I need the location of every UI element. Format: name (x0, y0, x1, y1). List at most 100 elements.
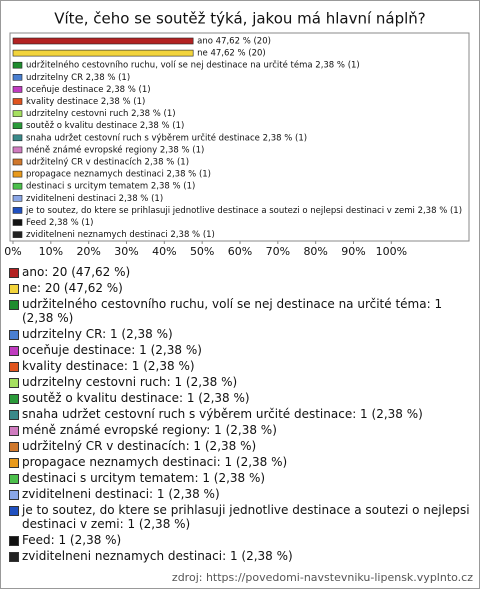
x-tick-label: 90% (341, 245, 365, 258)
value-label: destinaci s urcitym tematem 2,38 % (1) (26, 182, 195, 192)
legend-item: propagace neznamych destinaci: 1 (2,38 %… (9, 455, 471, 469)
legend-swatch (9, 394, 19, 404)
bar (12, 182, 23, 190)
legend-item: udržitelného cestovního ruchu, volí se n… (9, 297, 471, 325)
value-label: ano 47,62 % (20) (197, 37, 271, 47)
legend-item: oceňuje destinace: 1 (2,38 %) (9, 343, 471, 357)
value-label: udržitelného cestovního ruchu, volí se n… (26, 60, 360, 71)
plot-frame (9, 32, 470, 242)
bar (12, 37, 194, 45)
legend-label: Feed: 1 (2,38 %) (22, 533, 122, 547)
legend-swatch (9, 458, 19, 468)
bar (12, 195, 23, 202)
legend-item: ne: 20 (47,62 %) (9, 281, 471, 295)
x-tick-label: 80% (303, 245, 327, 258)
legend-swatch (9, 410, 19, 420)
legend-label: destinaci s urcitym tematem: 1 (2,38 %) (22, 471, 266, 485)
value-label: zviditelneni destinaci 2,38 % (1) (26, 194, 163, 204)
legend-label: udržitelný CR v destinacích: 1 (2,38 %) (22, 439, 257, 453)
source: zdroj: https://povedomi-navstevniku-lipe… (171, 571, 473, 584)
legend-item: zviditelneni destinaci: 1 (2,38 %) (9, 487, 471, 501)
legend-swatch (9, 300, 19, 310)
legend-item: udrzitelny CR: 1 (2,38 %) (9, 327, 471, 341)
bar (12, 219, 23, 226)
chart: Víte, čeho se soutěž týká, jakou má hlav… (4, 10, 470, 258)
legend-label: méně známé evropské regiony: 1 (2,38 %) (22, 423, 277, 437)
x-tick-label: 10% (39, 245, 63, 258)
bar (12, 170, 23, 178)
value-label: méně známé evropské regiony 2,38 % (1) (26, 144, 204, 155)
legend-label: snaha udržet cestovní ruch s výběrem urč… (22, 407, 423, 421)
value-label: udrzitelny cestovni ruch 2,38 % (1) (26, 109, 176, 119)
bar (12, 110, 23, 117)
legend-label: ano: 20 (47,62 %) (22, 265, 131, 279)
legend-label: oceňuje destinace: 1 (2,38 %) (22, 343, 202, 357)
legend-item: méně známé evropské regiony: 1 (2,38 %) (9, 423, 471, 437)
x-tick-label: 40% (152, 245, 176, 258)
value-label: je to soutez, do ktere se prihlasuji jed… (25, 206, 462, 216)
bar (12, 74, 23, 81)
legend-swatch (9, 284, 19, 294)
value-label: udrzitelny CR 2,38 % (1) (26, 73, 130, 83)
legend-swatch (9, 506, 19, 516)
bar (12, 98, 23, 105)
legend-item: soutěž o kvalitu destinace: 1 (2,38 %) (9, 391, 471, 405)
chart-title: Víte, čeho se soutěž týká, jakou má hlav… (54, 10, 426, 28)
value-label: propagace neznamych destinaci 2,38 % (1) (26, 170, 211, 180)
legend-label: zviditelneni destinaci: 1 (2,38 %) (22, 487, 220, 501)
value-label: zviditelneni neznamych destinaci 2,38 % … (26, 230, 215, 240)
legend-swatch (9, 442, 19, 452)
legend-item: je to soutez, do ktere se prihlasuji jed… (9, 503, 471, 531)
x-tick-label: 100% (376, 245, 407, 258)
bar (12, 146, 23, 154)
x-tick-label: 70% (266, 245, 290, 258)
legend-swatch (9, 490, 19, 500)
value-label: udržitelný CR v destinacích 2,38 % (1) (26, 158, 189, 168)
x-tick-label: 20% (76, 245, 100, 258)
value-label: ne 47,62 % (20) (197, 49, 266, 59)
legend-item: Feed: 1 (2,38 %) (9, 533, 471, 547)
legend-swatch (9, 330, 19, 340)
legend-swatch (9, 346, 19, 356)
legend-swatch (9, 268, 19, 278)
value-label: snaha udržet cestovní ruch s výběrem urč… (26, 132, 307, 143)
value-label: soutěž o kvalitu destinace 2,38 % (1) (26, 121, 184, 131)
x-tick-label: 60% (228, 245, 252, 258)
legend-label: udržitelného cestovního ruchu, volí se n… (22, 297, 443, 325)
legend-item: udrzitelny cestovni ruch: 1 (2,38 %) (9, 375, 471, 389)
legend-item: kvality destinace: 1 (2,38 %) (9, 359, 471, 373)
legend-label: zviditelneni neznamych destinaci: 1 (2,3… (22, 549, 293, 563)
legend-swatch (9, 536, 19, 546)
value-label: oceňuje destinace 2,38 % (1) (26, 84, 151, 95)
bar (12, 61, 23, 69)
bar (12, 231, 23, 238)
bar (12, 49, 194, 57)
bar (12, 122, 23, 129)
legend-item: udržitelný CR v destinacích: 1 (2,38 %) (9, 439, 471, 453)
legend-swatch (9, 552, 19, 562)
bar (12, 86, 23, 93)
legend-label: ne: 20 (47,62 %) (22, 281, 123, 295)
legend-swatch (9, 474, 19, 484)
bar (12, 134, 23, 142)
legend-label: udrzitelny CR: 1 (2,38 %) (22, 327, 173, 341)
legend-label: soutěž o kvalitu destinace: 1 (2,38 %) (22, 391, 250, 405)
legend-item: snaha udržet cestovní ruch s výběrem urč… (9, 407, 471, 421)
legend: ano: 20 (47,62 %) ne: 20 (47,62 %) udržite… (9, 265, 471, 565)
legend-item: ano: 20 (47,62 %) (9, 265, 471, 279)
bar (12, 158, 23, 166)
x-tick-label: 0% (4, 245, 21, 258)
value-label: Feed 2,38 % (1) (26, 218, 93, 228)
legend-swatch (9, 378, 19, 388)
legend-swatch (9, 426, 19, 436)
legend-label: propagace neznamych destinaci: 1 (2,38 %… (22, 455, 288, 469)
legend-swatch (9, 362, 19, 372)
legend-item: destinaci s urcitym tematem: 1 (2,38 %) (9, 471, 471, 485)
legend-label: kvality destinace: 1 (2,38 %) (22, 359, 195, 373)
legend-label: udrzitelny cestovni ruch: 1 (2,38 %) (22, 375, 238, 389)
bar (12, 207, 23, 214)
legend-item: zviditelneni neznamych destinaci: 1 (2,3… (9, 549, 471, 563)
legend-label: je to soutez, do ktere se prihlasuji jed… (22, 503, 470, 531)
x-tick-label: 30% (114, 245, 138, 258)
